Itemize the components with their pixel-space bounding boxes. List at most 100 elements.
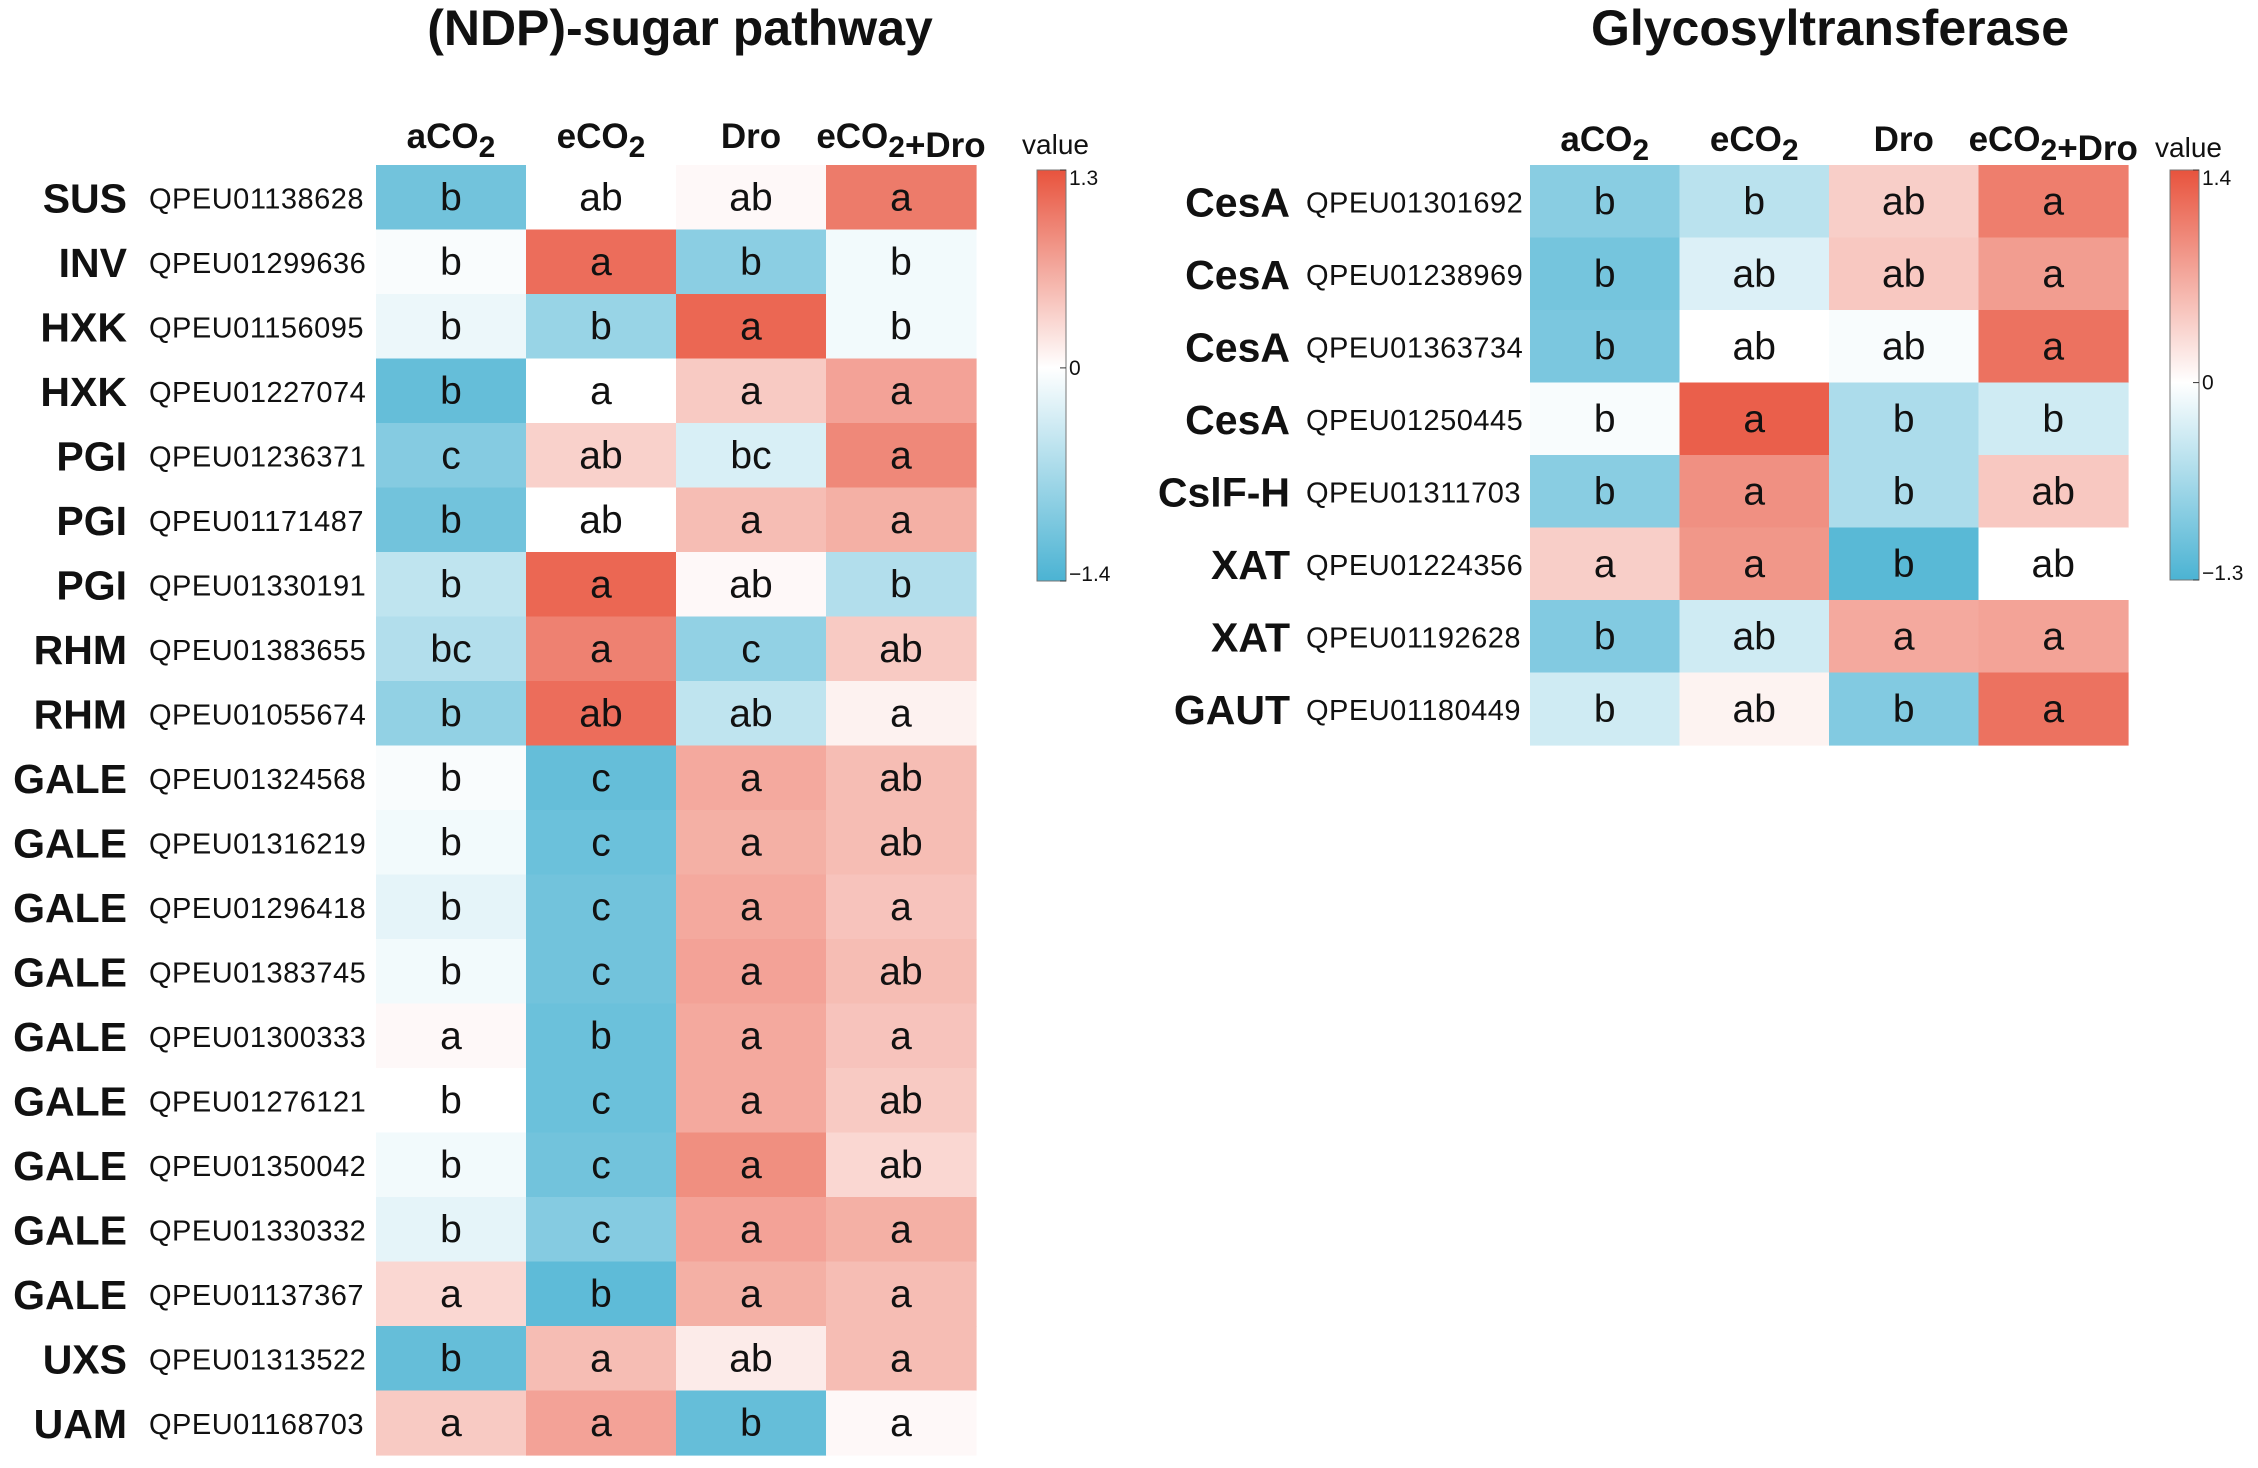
significance-letter: a	[1893, 615, 1915, 658]
gene-label: GALE	[13, 1143, 127, 1189]
heatmap-cell	[376, 1068, 527, 1134]
gene-label: GALE	[13, 1014, 127, 1060]
accession-id: QPEU01276121	[149, 1086, 366, 1118]
significance-letter: a	[2042, 688, 2064, 731]
gene-label: PGI	[56, 498, 127, 544]
gene-label: SUS	[43, 175, 127, 221]
heatmap-cell	[526, 1003, 677, 1069]
heatmap-cell	[826, 1261, 977, 1327]
significance-letter: a	[2042, 615, 2064, 658]
significance-letter: b	[740, 1402, 762, 1445]
accession-id: QPEU01330191	[149, 570, 366, 602]
significance-letter: ab	[879, 950, 922, 993]
heatmap-cell	[826, 1390, 977, 1456]
accession-id: QPEU01055674	[149, 699, 366, 731]
heatmap-cell	[1530, 600, 1681, 674]
gene-label: GALE	[13, 756, 127, 802]
significance-letter: c	[741, 628, 761, 671]
heatmap-cell	[676, 1197, 827, 1263]
accession-id: QPEU01296418	[149, 893, 366, 925]
significance-letter: a	[590, 563, 612, 606]
significance-letter: b	[1594, 615, 1616, 658]
significance-letter: ab	[879, 628, 922, 671]
accession-id: QPEU01180449	[1306, 695, 1521, 727]
heatmap-cell	[526, 1132, 677, 1198]
significance-letter: ab	[1733, 325, 1776, 368]
significance-letter: b	[2042, 398, 2064, 441]
heatmap-cell	[826, 1197, 977, 1263]
significance-letter: ab	[1733, 253, 1776, 296]
heatmap-cell	[526, 810, 677, 876]
gene-label: CslF-H	[1158, 469, 1290, 515]
heatmap-cell	[826, 874, 977, 940]
significance-letter: b	[1594, 688, 1616, 731]
heatmap-cell	[376, 616, 527, 682]
heatmap-cell	[1679, 600, 1830, 674]
heatmap-cell	[826, 810, 977, 876]
heatmap-cell	[676, 487, 827, 553]
significance-letter: a	[890, 370, 912, 413]
heatmap-cell	[676, 681, 827, 747]
heatmap-cell	[676, 1326, 827, 1392]
accession-id: QPEU01236371	[149, 441, 366, 473]
heatmap-cell	[826, 165, 977, 231]
heatmap-cell	[826, 552, 977, 618]
significance-letter: a	[1743, 470, 1765, 513]
glycosyltransferase-panel: Glycosyltransferase aCO2 eCO2 Dro eCO2+Dro Ce…	[1158, 0, 2243, 746]
column-header: eCO2+Dro	[816, 117, 985, 165]
heatmap-cell	[526, 229, 677, 295]
heatmap-cell	[1829, 310, 1980, 384]
heatmap-cell	[376, 165, 527, 231]
gene-label: UAM	[34, 1401, 127, 1447]
significance-letter: b	[890, 241, 912, 284]
heatmap-cell	[676, 423, 827, 489]
significance-letter: b	[1594, 253, 1616, 296]
column-header: eCO2	[1710, 120, 1799, 167]
significance-letter: c	[441, 434, 461, 477]
significance-letter: b	[440, 563, 462, 606]
heatmap-cell	[676, 874, 827, 940]
heatmap-cell	[1978, 455, 2129, 529]
significance-letter: ab	[879, 1144, 922, 1187]
significance-letter: a	[440, 1402, 462, 1445]
significance-letter: ab	[879, 757, 922, 800]
heatmap-cell	[526, 1390, 677, 1456]
significance-letter: b	[890, 305, 912, 348]
accession-id: QPEU01350042	[149, 1151, 366, 1183]
heatmap-cell	[1829, 382, 1980, 456]
ndp-sugar-panel: (NDP)-sugar pathway aCO2 eCO2 Dro eCO2+Dro SU…	[13, 0, 1111, 1456]
heatmap-cell	[526, 487, 677, 553]
significance-letter: b	[1893, 398, 1915, 441]
heatmap-cell	[1978, 672, 2129, 746]
significance-letter: a	[1594, 543, 1616, 586]
significance-letter: ab	[579, 176, 622, 219]
significance-letter: b	[440, 1208, 462, 1251]
accession-id: QPEU01299636	[149, 248, 366, 280]
heatmap-cell	[676, 745, 827, 811]
significance-letter: a	[1743, 398, 1765, 441]
accession-id: QPEU01300333	[149, 1022, 366, 1054]
legend-tick-label: 1.3	[1069, 167, 1098, 190]
heatmap-cell	[376, 745, 527, 811]
heatmap-cell	[376, 229, 527, 295]
heatmap-cell	[1530, 237, 1681, 311]
significance-letter: b	[1594, 398, 1616, 441]
accession-id: QPEU01250445	[1306, 405, 1523, 437]
column-header: eCO2	[557, 117, 646, 164]
heatmap-cell	[1679, 165, 1830, 239]
heatmap-cell	[526, 1261, 677, 1327]
significance-letter: b	[590, 305, 612, 348]
significance-letter: b	[440, 1337, 462, 1380]
significance-letter: ab	[1882, 180, 1925, 223]
legend-tick-label: −1.4	[1069, 563, 1111, 586]
heatmap-cell	[1679, 455, 1830, 529]
significance-letter: a	[590, 370, 612, 413]
significance-letter: b	[440, 370, 462, 413]
heatmap-cell	[826, 939, 977, 1005]
heatmap-cell	[1530, 310, 1681, 384]
heatmap-cell	[1829, 672, 1980, 746]
significance-letter: ab	[729, 176, 772, 219]
significance-letter: a	[740, 886, 762, 929]
significance-letter: ab	[2032, 543, 2075, 586]
gene-label: PGI	[56, 433, 127, 479]
